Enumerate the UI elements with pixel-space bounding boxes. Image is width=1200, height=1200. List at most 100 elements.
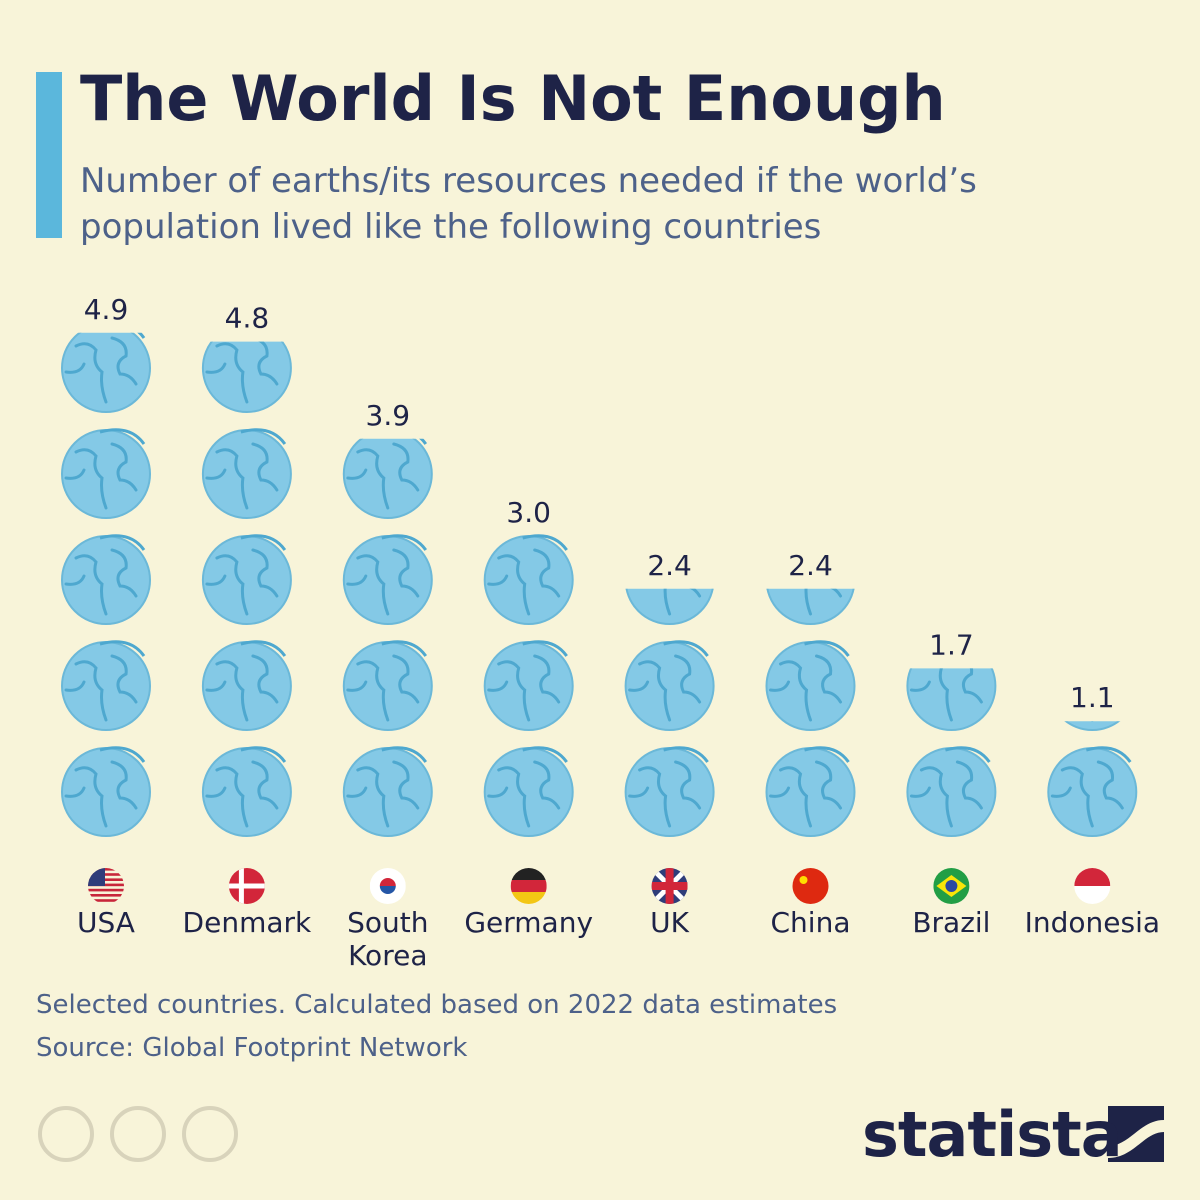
earth-orbit	[99, 640, 146, 657]
flag-part	[510, 892, 547, 904]
partial-earth	[906, 668, 997, 731]
earth-disc	[625, 588, 714, 625]
flag-part	[799, 876, 808, 884]
flag-part	[379, 878, 396, 886]
earth-land	[64, 548, 138, 616]
earth-land	[64, 336, 138, 404]
flag	[933, 868, 970, 904]
earth-land	[769, 760, 842, 828]
category-label: China	[770, 906, 851, 939]
partial-earth	[342, 438, 433, 519]
partial-earth	[766, 588, 855, 625]
earth-land	[909, 668, 983, 722]
source: Source: Global Footprint Network	[36, 1033, 468, 1063]
earth-orbit	[240, 746, 287, 763]
value-label: 1.7	[929, 628, 974, 661]
flag-part	[88, 883, 124, 887]
title: The World Is Not Enough	[80, 62, 946, 135]
flag-part	[88, 873, 124, 876]
subtitle: Number of earths/its resources needed if…	[80, 161, 977, 247]
earth-stack	[624, 588, 715, 837]
earth-land	[205, 548, 279, 616]
flag-part	[88, 868, 124, 871]
flag-part	[88, 868, 105, 886]
earth-stack	[906, 668, 997, 837]
earth-land	[64, 654, 138, 722]
earth-land	[804, 588, 842, 616]
earth-orbit	[381, 534, 428, 551]
partial-earth	[61, 332, 151, 413]
flag-part	[379, 886, 396, 894]
earth-orbit	[99, 746, 146, 763]
earth-orbit	[804, 640, 850, 657]
earth-land	[628, 654, 702, 722]
earth-orbit	[522, 746, 568, 763]
earth-stack	[1047, 642, 1138, 837]
flag	[510, 868, 547, 904]
earth-orbit	[1085, 746, 1132, 763]
value-label: 2.4	[647, 549, 692, 582]
earth-stack	[61, 332, 151, 837]
value-label: 3.9	[366, 399, 411, 432]
earth-orbit	[137, 332, 146, 339]
partial-earth	[625, 588, 714, 625]
earth-orbit	[240, 534, 287, 551]
value-label: 4.8	[225, 302, 270, 335]
flag	[369, 868, 406, 904]
earth-land	[346, 548, 420, 616]
earth-land	[205, 442, 279, 510]
earth-disc	[1064, 721, 1121, 731]
category-label: Denmark	[182, 906, 312, 939]
value-label: 4.9	[84, 293, 129, 326]
earth-land	[769, 654, 842, 722]
flag	[88, 868, 124, 902]
note: Selected countries. Calculated based on …	[36, 990, 838, 1020]
earth-land	[205, 341, 279, 404]
earth-disc	[342, 438, 433, 519]
earth-stack	[483, 534, 574, 837]
category-label: South Korea	[347, 906, 429, 972]
partial-earth	[201, 341, 292, 413]
brand-logo: statista	[862, 1098, 1123, 1171]
value-label: 2.4	[788, 549, 833, 582]
earth-land	[663, 588, 702, 616]
earth-land	[64, 442, 138, 510]
earth-land	[205, 760, 279, 828]
earth-land	[487, 548, 561, 616]
earth-stack	[342, 438, 433, 837]
accent-bar	[36, 72, 62, 238]
earth-orbit	[522, 640, 568, 657]
earth-land	[909, 760, 983, 828]
flag-part	[88, 888, 124, 892]
flag-part	[88, 899, 124, 902]
earth-land	[346, 654, 420, 722]
earth-orbit	[1086, 642, 1130, 656]
flag-part	[1074, 868, 1111, 886]
category-label: Indonesia	[1024, 906, 1160, 939]
earth-orbit	[663, 746, 709, 763]
flag-part	[88, 894, 124, 897]
value-label: 1.1	[1070, 681, 1115, 714]
earth-land	[628, 760, 702, 828]
earth-land	[346, 442, 420, 510]
earth-orbit	[99, 428, 146, 445]
earth-orbit	[419, 438, 428, 445]
earth-disc	[201, 341, 292, 413]
category-label: Brazil	[912, 906, 991, 939]
flag-part	[945, 880, 958, 892]
earth-disc	[766, 588, 855, 625]
category-label: USA	[77, 906, 135, 939]
category-label: UK	[650, 906, 690, 939]
earth-orbit	[522, 534, 568, 551]
earth-land	[487, 760, 561, 828]
value-label: 3.0	[506, 496, 551, 529]
earth-orbit	[99, 534, 146, 551]
license-icons	[38, 1106, 238, 1162]
flag-part	[510, 880, 547, 892]
flag-part	[792, 868, 829, 904]
flag-part	[651, 882, 688, 890]
earth-land	[487, 654, 561, 722]
brand-icon	[1108, 1106, 1164, 1162]
partial-earth	[1064, 642, 1130, 731]
earth-land	[346, 760, 420, 828]
